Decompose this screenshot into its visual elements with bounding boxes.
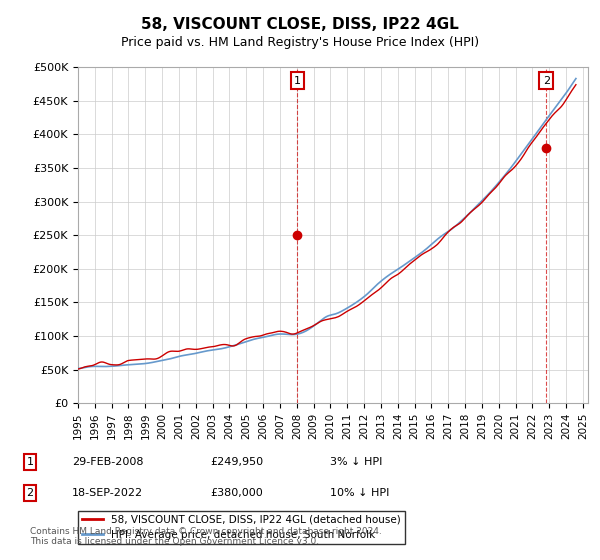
Text: 2: 2	[543, 76, 550, 86]
Text: 29-FEB-2008: 29-FEB-2008	[72, 457, 143, 467]
Text: Contains HM Land Registry data © Crown copyright and database right 2024.
This d: Contains HM Land Registry data © Crown c…	[30, 526, 382, 546]
Text: 10% ↓ HPI: 10% ↓ HPI	[330, 488, 389, 498]
Text: Price paid vs. HM Land Registry's House Price Index (HPI): Price paid vs. HM Land Registry's House …	[121, 36, 479, 49]
Text: 58, VISCOUNT CLOSE, DISS, IP22 4GL: 58, VISCOUNT CLOSE, DISS, IP22 4GL	[141, 17, 459, 32]
Text: £380,000: £380,000	[210, 488, 263, 498]
Legend: 58, VISCOUNT CLOSE, DISS, IP22 4GL (detached house), HPI: Average price, detache: 58, VISCOUNT CLOSE, DISS, IP22 4GL (deta…	[78, 511, 405, 544]
Text: 3% ↓ HPI: 3% ↓ HPI	[330, 457, 382, 467]
Text: 2: 2	[26, 488, 34, 498]
Text: £249,950: £249,950	[210, 457, 263, 467]
Text: 18-SEP-2022: 18-SEP-2022	[72, 488, 143, 498]
Text: 1: 1	[26, 457, 34, 467]
Text: 1: 1	[294, 76, 301, 86]
